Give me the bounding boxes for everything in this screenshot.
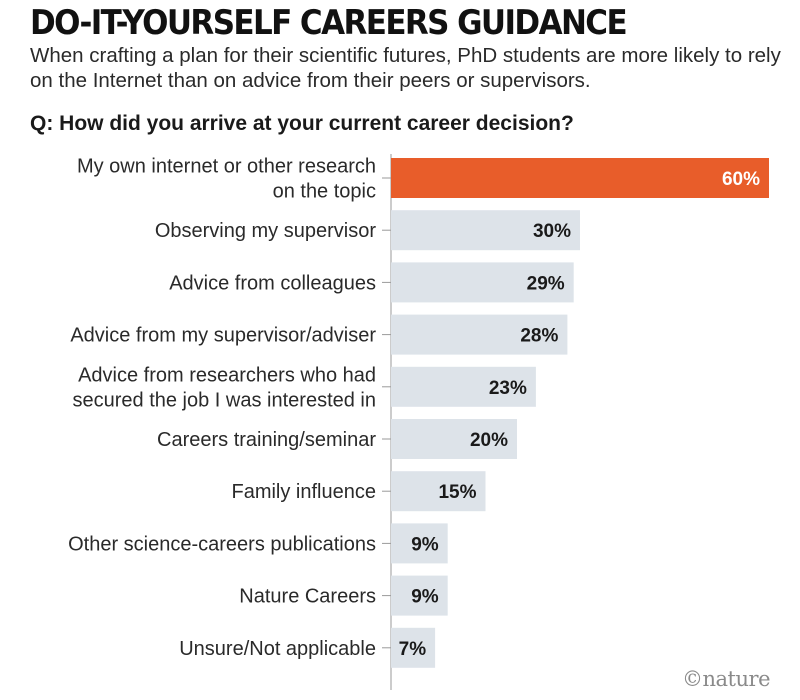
bar-2: [391, 262, 574, 303]
bar-6: [391, 471, 486, 512]
category-label-8: Nature Careers: [239, 586, 376, 608]
category-label-9-line-0: Unsure/Not applicable: [179, 638, 376, 660]
data-label-4: 23%: [489, 378, 527, 399]
chart-title: DO-IT-YOURSELF CAREERS GUIDANCE: [30, 4, 628, 43]
chart-subtitle: When crafting a plan for their scientifi…: [30, 44, 781, 92]
data-label-6: 15%: [438, 482, 476, 503]
category-label-7-line-0: Other science-careers publications: [68, 533, 376, 555]
category-label-9: Unsure/Not applicable: [179, 638, 376, 660]
category-label-3: Advice from my supervisor/adviser: [70, 325, 376, 347]
category-label-7: Other science-careers publications: [68, 533, 376, 555]
data-label-0: 60%: [722, 169, 760, 190]
category-label-3-line-0: Advice from my supervisor/adviser: [70, 325, 376, 347]
bar-9: [391, 627, 436, 668]
category-label-5: Careers training/seminar: [157, 429, 376, 451]
bar-0: [391, 158, 769, 198]
category-label-5-line-0: Careers training/seminar: [157, 429, 376, 451]
category-label-6-line-0: Family influence: [231, 481, 376, 503]
category-label-4-line-1: secured the job I was interested in: [72, 389, 376, 411]
category-label-0-line-1: on the topic: [273, 181, 376, 203]
category-label-1: Observing my supervisor: [155, 220, 377, 242]
survey-question: Q: How did you arrive at your current ca…: [30, 112, 574, 135]
data-label-7: 9%: [411, 534, 439, 555]
category-label-0: My own internet or other research on the …: [77, 156, 376, 203]
category-label-4-line-0: Advice from researchers who had: [78, 364, 376, 386]
nature-credit: ©nature: [682, 667, 770, 691]
bar-7: [391, 523, 448, 564]
data-label-5: 20%: [470, 430, 508, 451]
category-label-2: Advice from colleagues: [169, 272, 376, 294]
data-label-9: 7%: [399, 639, 427, 660]
bar-1: [391, 210, 580, 251]
bar-3: [391, 314, 568, 355]
bar-4: [391, 366, 536, 407]
category-label-4: Advice from researchers who had secured t…: [72, 364, 376, 411]
bar-8: [391, 575, 448, 616]
category-label-8-line-0: Nature Careers: [239, 586, 376, 608]
category-label-6: Family influence: [231, 481, 376, 503]
data-label-2: 29%: [527, 273, 565, 294]
bar-5: [391, 419, 517, 459]
category-label-0-line-0: My own internet or other research: [77, 156, 376, 178]
data-label-8: 9%: [411, 587, 439, 608]
data-label-1: 30%: [533, 221, 571, 242]
data-label-3: 28%: [520, 326, 558, 347]
category-label-1-line-0: Observing my supervisor: [155, 220, 377, 242]
category-label-2-line-0: Advice from colleagues: [169, 272, 376, 294]
